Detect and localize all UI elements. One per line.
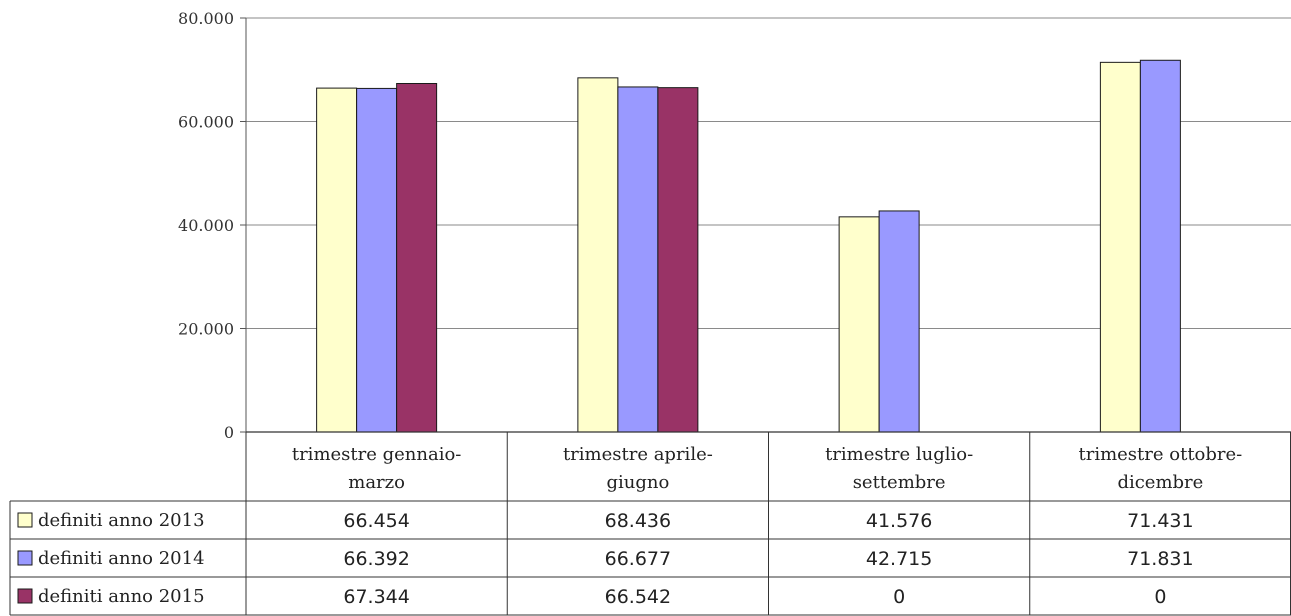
category-label: trimestre aprile- <box>563 444 713 465</box>
y-tick-label: 0 <box>224 423 234 442</box>
bar <box>617 86 659 433</box>
bar <box>838 216 880 433</box>
data-label: 0 <box>1154 586 1166 608</box>
category-label: marzo <box>348 472 405 493</box>
category-label: dicembre <box>1117 472 1203 493</box>
y-tick-label: 80.000 <box>178 9 234 28</box>
data-label: 66.454 <box>343 510 409 532</box>
data-label: 71.431 <box>1127 510 1193 532</box>
data-label: 71.831 <box>1127 548 1193 570</box>
legend-label: definiti anno 2013 <box>38 510 205 531</box>
legend-swatch <box>17 512 33 528</box>
legend-label: definiti anno 2015 <box>38 586 205 607</box>
bar <box>396 82 438 433</box>
y-tick-label: 20.000 <box>178 320 234 339</box>
y-tick-label: 60.000 <box>178 113 234 132</box>
data-label: 41.576 <box>866 510 932 532</box>
bar <box>356 87 398 433</box>
bar <box>878 210 920 433</box>
bar <box>577 77 619 433</box>
category-label: trimestre ottobre- <box>1078 444 1242 465</box>
category-label: trimestre gennaio- <box>292 444 462 465</box>
data-label: 66.677 <box>605 548 671 570</box>
legend-label: definiti anno 2014 <box>38 548 205 569</box>
category-label: settembre <box>853 472 946 493</box>
data-label: 42.715 <box>866 548 932 570</box>
category-label: giugno <box>606 472 669 493</box>
category-label: trimestre luglio- <box>825 444 973 465</box>
bar <box>1099 61 1141 433</box>
data-label: 67.344 <box>343 586 409 608</box>
bar <box>657 87 699 433</box>
legend-swatch <box>17 588 33 604</box>
data-label: 68.436 <box>605 510 671 532</box>
bar <box>316 87 358 433</box>
data-label: 66.392 <box>343 548 409 570</box>
bar <box>1139 59 1181 433</box>
data-label: 66.542 <box>605 586 671 608</box>
data-label: 0 <box>893 586 905 608</box>
legend-swatch <box>17 550 33 566</box>
y-tick-label: 40.000 <box>178 216 234 235</box>
